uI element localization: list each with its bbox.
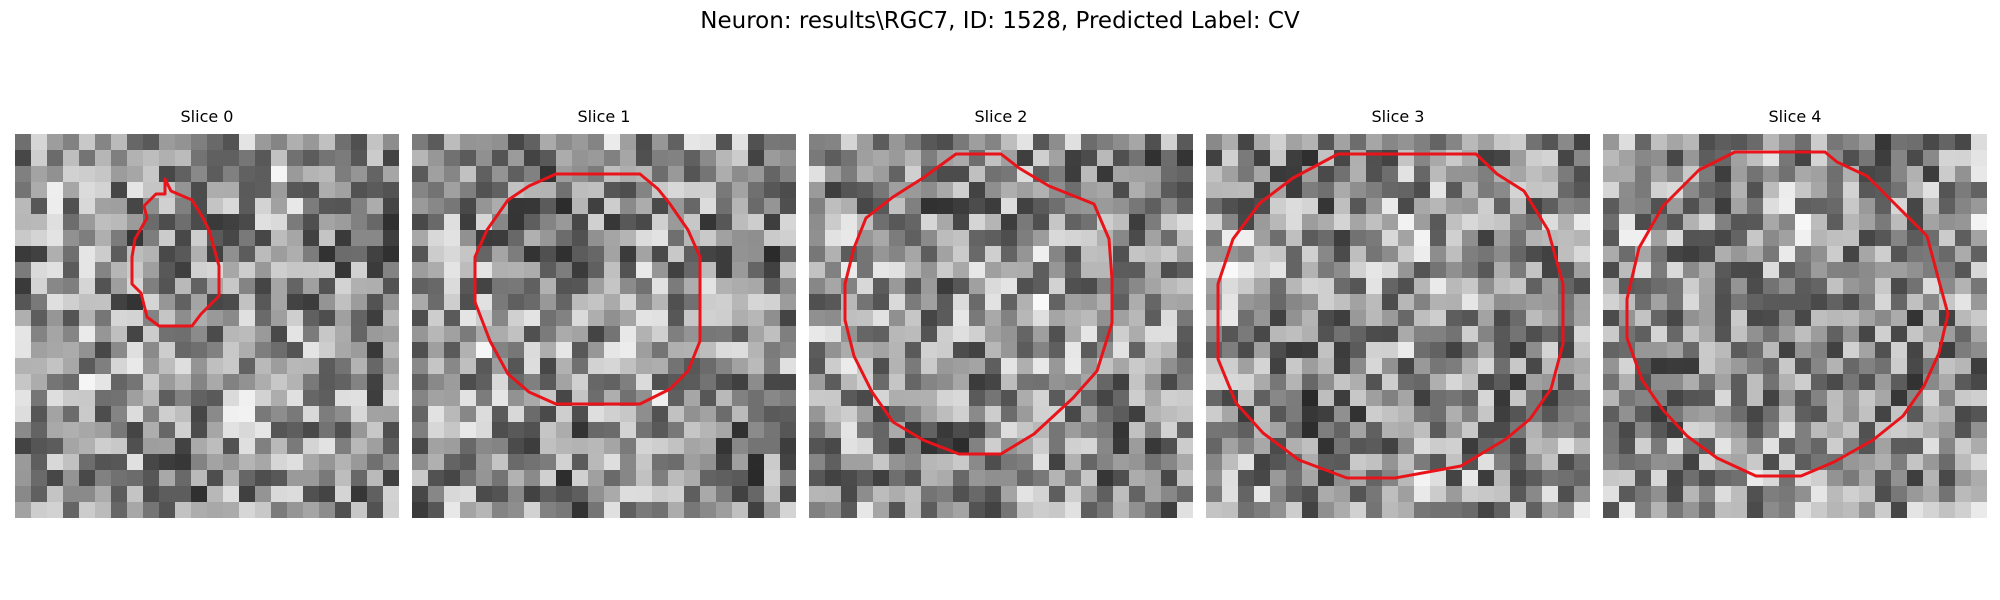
slice-title: Slice 1 [577, 107, 631, 126]
cell-contour [130, 177, 221, 328]
slice-panel-4: Slice 4 [1603, 107, 1987, 537]
slice-panel-0: Slice 0 [15, 107, 399, 537]
slice-title: Slice 3 [1371, 107, 1425, 126]
cell-contour [473, 172, 702, 406]
cell-contour [1216, 152, 1565, 480]
slice-panel-1: Slice 1 [412, 107, 796, 537]
slice-title: Slice 0 [180, 107, 234, 126]
slice-image [412, 134, 796, 518]
slice-title: Slice 2 [974, 107, 1028, 126]
cell-contour [843, 152, 1114, 456]
slice-panel-3: Slice 3 [1206, 107, 1590, 537]
slice-title: Slice 4 [1768, 107, 1822, 126]
slice-image [1206, 134, 1590, 518]
cell-contour [1625, 150, 1950, 478]
figure-title: Neuron: results\RGC7, ID: 1528, Predicte… [700, 8, 1300, 34]
slice-image [1603, 134, 1987, 518]
slice-panel-2: Slice 2 [809, 107, 1193, 537]
slice-image [15, 134, 399, 518]
slice-image [809, 134, 1193, 518]
